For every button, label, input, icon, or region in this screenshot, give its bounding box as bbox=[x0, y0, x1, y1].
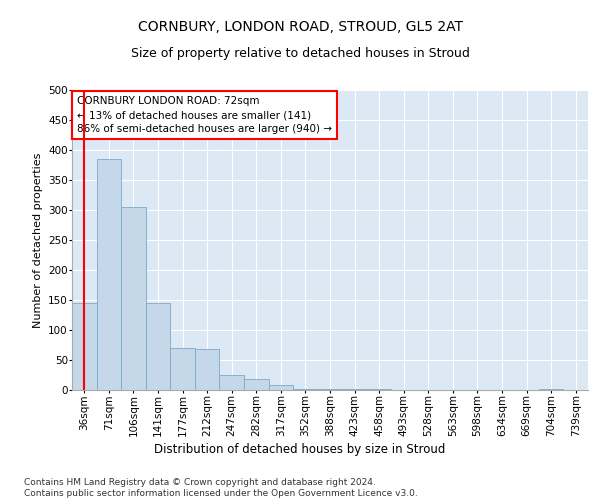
Bar bbox=[146, 303, 170, 390]
Y-axis label: Number of detached properties: Number of detached properties bbox=[32, 152, 43, 328]
Text: Size of property relative to detached houses in Stroud: Size of property relative to detached ho… bbox=[131, 48, 469, 60]
Bar bbox=[220, 375, 244, 390]
Bar bbox=[97, 159, 121, 390]
Bar bbox=[170, 348, 195, 390]
Bar bbox=[269, 385, 293, 390]
Text: Contains HM Land Registry data © Crown copyright and database right 2024.
Contai: Contains HM Land Registry data © Crown c… bbox=[24, 478, 418, 498]
Bar bbox=[121, 207, 146, 390]
Text: Distribution of detached houses by size in Stroud: Distribution of detached houses by size … bbox=[154, 442, 446, 456]
Text: CORNBURY, LONDON ROAD, STROUD, GL5 2AT: CORNBURY, LONDON ROAD, STROUD, GL5 2AT bbox=[137, 20, 463, 34]
Text: CORNBURY LONDON ROAD: 72sqm
← 13% of detached houses are smaller (141)
86% of se: CORNBURY LONDON ROAD: 72sqm ← 13% of det… bbox=[77, 96, 332, 134]
Bar bbox=[244, 379, 269, 390]
Bar bbox=[195, 349, 220, 390]
Bar bbox=[72, 303, 97, 390]
